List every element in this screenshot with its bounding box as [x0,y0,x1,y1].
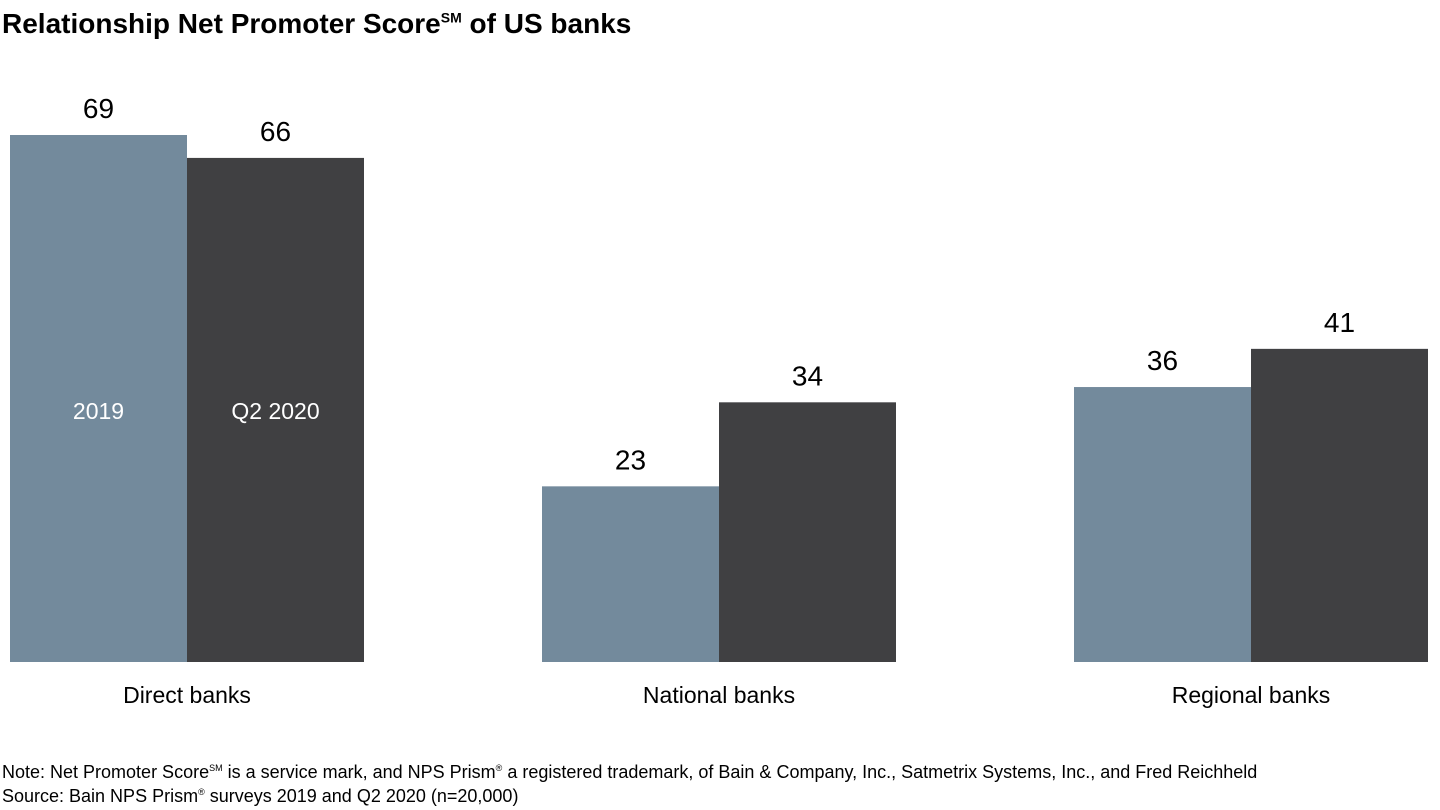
bar-national-banks-q2-2020 [719,402,896,662]
data-label: 41 [1324,307,1355,338]
bar-regional-banks-2019 [1074,387,1251,662]
bar-national-banks-2019 [542,486,719,662]
bar-direct-banks-q2-2020 [187,157,364,663]
chart-title-rest: of US banks [461,8,632,39]
note-suffix: a registered trademark, of Bain & Compan… [502,762,1258,782]
category-label: Regional banks [1172,682,1331,708]
source-suffix: surveys 2019 and Q2 2020 (n=20,000) [204,786,519,806]
source-text: Source: Bain NPS Prism® surveys 2019 and… [2,786,518,807]
source-prefix: Source: Bain NPS Prism [2,786,199,806]
data-label: 36 [1147,345,1178,376]
bar-direct-banks-2019 [10,135,187,662]
note-prefix: Note: Net Promoter Score [2,762,210,782]
data-label: 69 [83,93,114,124]
note-middle: is a service mark, and NPS Prism [222,762,496,782]
bar-regional-banks-q2-2020 [1251,348,1428,662]
category-label: Direct banks [123,682,251,708]
note-text: Note: Net Promoter ScoreSM is a service … [2,762,1257,783]
chart-title-main: Relationship Net Promoter Score [2,8,441,39]
legend-label: 2019 [73,398,124,424]
data-label: 66 [260,116,291,147]
chart-title: Relationship Net Promoter ScoreSM of US … [2,8,631,40]
category-label: National banks [643,682,795,708]
chart-title-sup: SM [440,9,462,26]
data-label: 34 [792,360,823,391]
bar-chart: 69 2019 66 Q2 2020 Direct banks 23 34 National … [10,93,1428,708]
legend-label: Q2 2020 [231,398,319,424]
source-sup-registered: ® [198,787,205,797]
note-sup-registered: ® [495,763,503,773]
data-label: 23 [615,444,646,475]
note-sup-sm: SM [209,763,223,773]
